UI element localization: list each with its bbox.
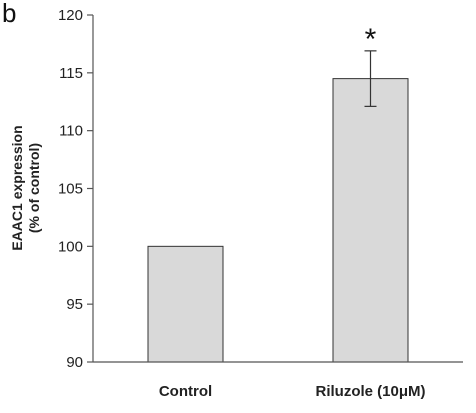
x-category-label-1: Riluzole (10μM)	[315, 383, 425, 400]
significance-marker-1: *	[365, 23, 377, 56]
y-axis-title-line-1: EAAC1 expression	[9, 125, 25, 250]
y-tick-label: 90	[66, 354, 83, 371]
y-axis: 90 95 100 105 110 115 120	[58, 7, 94, 371]
y-axis-title: EAAC1 expression (% of control)	[9, 125, 42, 250]
bars: *	[147, 23, 409, 363]
panel-letter: b	[2, 0, 16, 28]
y-tick-label: 120	[58, 7, 83, 24]
bar-0	[147, 245, 224, 363]
y-tick-label: 95	[66, 296, 83, 313]
bar-1	[332, 78, 409, 363]
x-category-label-0: Control	[159, 383, 212, 400]
x-axis: Control Riluzole (10μM)	[93, 361, 463, 400]
y-tick-label: 115	[59, 65, 83, 82]
y-tick-label: 100	[58, 238, 83, 255]
y-axis-title-line-2: (% of control)	[26, 143, 42, 233]
y-tick-label: 105	[58, 181, 83, 198]
y-tick-label: 110	[59, 123, 83, 140]
